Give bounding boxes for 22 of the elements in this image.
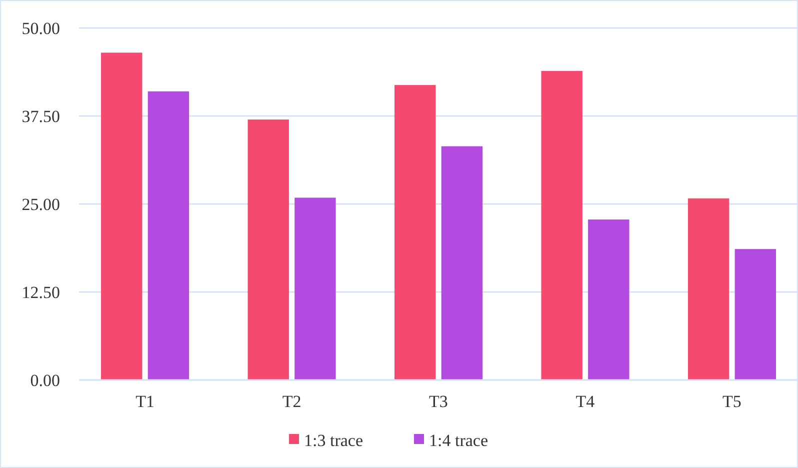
y-tick-label: 0.00 — [30, 370, 60, 390]
bar — [688, 198, 730, 380]
bar — [148, 91, 190, 380]
y-tick-label: 37.50 — [22, 106, 60, 126]
legend-label: 1:4 trace — [429, 430, 488, 450]
legend-label: 1:3 trace — [304, 430, 363, 450]
x-tick-label: T3 — [429, 392, 448, 411]
bar — [394, 85, 436, 380]
bar — [294, 198, 336, 380]
y-tick-label: 50.00 — [22, 18, 60, 38]
bar — [101, 52, 142, 380]
bar — [541, 70, 582, 380]
x-tick-label: T5 — [722, 392, 742, 411]
bar — [734, 249, 776, 380]
bar — [441, 146, 483, 380]
y-tick-label: 25.00 — [22, 194, 60, 214]
x-tick-label: T4 — [576, 392, 596, 411]
x-tick-label: T1 — [136, 392, 154, 411]
bar — [588, 219, 630, 380]
x-tick-label: T2 — [282, 392, 302, 411]
bar — [248, 120, 289, 380]
y-tick-label: 12.50 — [22, 282, 60, 302]
